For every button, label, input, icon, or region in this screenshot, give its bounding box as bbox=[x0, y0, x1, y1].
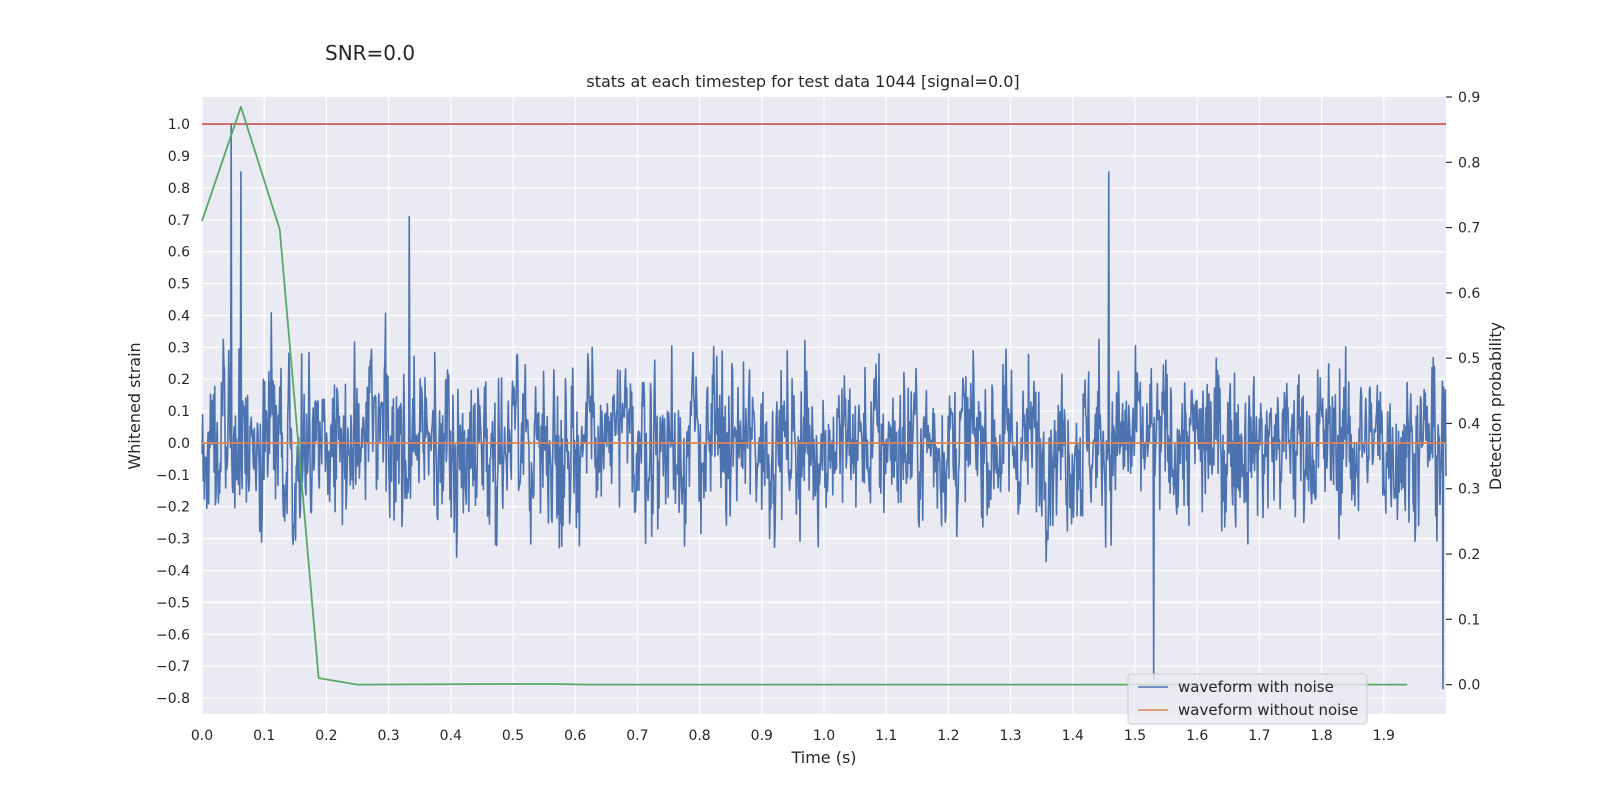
y-tick-label: 0.8 bbox=[168, 181, 190, 197]
x-tick-label: 1.9 bbox=[1373, 728, 1395, 744]
y-tick-label: −0.1 bbox=[156, 468, 190, 484]
x-tick-label: 1.4 bbox=[1062, 728, 1084, 744]
y-tick-label: −0.4 bbox=[156, 564, 190, 580]
y-tick-label: −0.2 bbox=[156, 500, 190, 516]
y-tick-label: −0.6 bbox=[156, 627, 190, 643]
y-tick-label: −0.5 bbox=[156, 595, 190, 611]
y-tick-label: 1.0 bbox=[168, 117, 190, 133]
x-tick-label: 0.4 bbox=[440, 728, 462, 744]
legend-label-clean: waveform without noise bbox=[1178, 701, 1358, 719]
x-tick-label: 1.2 bbox=[937, 728, 959, 744]
x-axis: 0.0 0.1 0.2 0.3 0.4 0.5 0.6 0.7 0.8 0.9 1.0 1.1 1.2 1… bbox=[191, 728, 1395, 744]
y2-tick-label: 0.3 bbox=[1458, 482, 1480, 498]
y2-tick-label: 0.4 bbox=[1458, 416, 1480, 432]
x-axis-label: Time (s) bbox=[790, 748, 856, 767]
y2-tick-label: 0.7 bbox=[1458, 221, 1480, 237]
x-tick-label: 1.0 bbox=[813, 728, 835, 744]
x-tick-label: 1.6 bbox=[1186, 728, 1208, 744]
x-tick-label: 1.5 bbox=[1124, 728, 1146, 744]
x-tick-label: 0.0 bbox=[191, 728, 213, 744]
y2-tick-label: 0.6 bbox=[1458, 286, 1480, 302]
legend-label-noisy: waveform with noise bbox=[1178, 678, 1334, 696]
x-tick-label: 0.6 bbox=[564, 728, 586, 744]
legend-frame bbox=[1127, 673, 1368, 725]
y-tick-label: 0.3 bbox=[168, 340, 190, 356]
x-tick-label: 1.3 bbox=[999, 728, 1021, 744]
x-tick-label: 0.5 bbox=[502, 728, 524, 744]
y-axis-label: Whitened strain bbox=[125, 342, 144, 469]
y-tick-label: 0.7 bbox=[168, 213, 190, 229]
y-tick-label: −0.8 bbox=[156, 691, 190, 707]
y-tick-label: 0.5 bbox=[168, 277, 190, 293]
figure-suptitle: SNR=0.0 bbox=[325, 41, 416, 65]
series-layer bbox=[201, 105, 1447, 690]
y-tick-label: 0.4 bbox=[168, 308, 190, 324]
y-tick-label: −0.3 bbox=[156, 532, 190, 548]
x-tick-label: 1.8 bbox=[1310, 728, 1332, 744]
x-tick-label: 0.8 bbox=[688, 728, 710, 744]
y2-tick-label: 0.0 bbox=[1458, 678, 1480, 694]
series-waveform-with-noise bbox=[201, 123, 1447, 690]
y2-tick-label: 0.2 bbox=[1458, 547, 1480, 563]
y-tick-label: 0.6 bbox=[168, 245, 190, 261]
x-tick-label: 1.1 bbox=[875, 728, 897, 744]
y2-axis-label: Detection probability bbox=[1486, 322, 1505, 490]
chart-title: stats at each timestep for test data 104… bbox=[586, 72, 1019, 91]
x-tick-label: 0.7 bbox=[626, 728, 648, 744]
x-tick-label: 0.1 bbox=[253, 728, 275, 744]
y-axis-right: 0.9 0.8 0.7 0.6 0.5 0.4 0.3 0.2 0.1 0.0 bbox=[1446, 90, 1480, 694]
series-detection-probability bbox=[201, 105, 1408, 686]
x-tick-label: 0.9 bbox=[751, 728, 773, 744]
y-tick-label: −0.7 bbox=[156, 659, 190, 675]
y-tick-label: 0.1 bbox=[168, 404, 190, 420]
y-tick-label: 0.2 bbox=[168, 372, 190, 388]
y-axis-left: 1.0 0.9 0.8 0.7 0.6 0.5 0.4 0.3 0.2 0.1 0.0 −0.1 −0.… bbox=[156, 117, 190, 707]
x-tick-label: 0.2 bbox=[315, 728, 337, 744]
y2-tick-label: 0.8 bbox=[1458, 155, 1480, 171]
y2-tick-label: 0.1 bbox=[1458, 612, 1480, 628]
x-tick-label: 1.7 bbox=[1248, 728, 1270, 744]
legend: waveform with noise waveform without noi… bbox=[1127, 673, 1368, 725]
y2-tick-label: 0.9 bbox=[1458, 90, 1480, 106]
y-tick-label: 0.0 bbox=[168, 436, 190, 452]
x-tick-label: 0.3 bbox=[377, 728, 399, 744]
y-tick-label: 0.9 bbox=[168, 149, 190, 165]
y2-tick-label: 0.5 bbox=[1458, 351, 1480, 367]
